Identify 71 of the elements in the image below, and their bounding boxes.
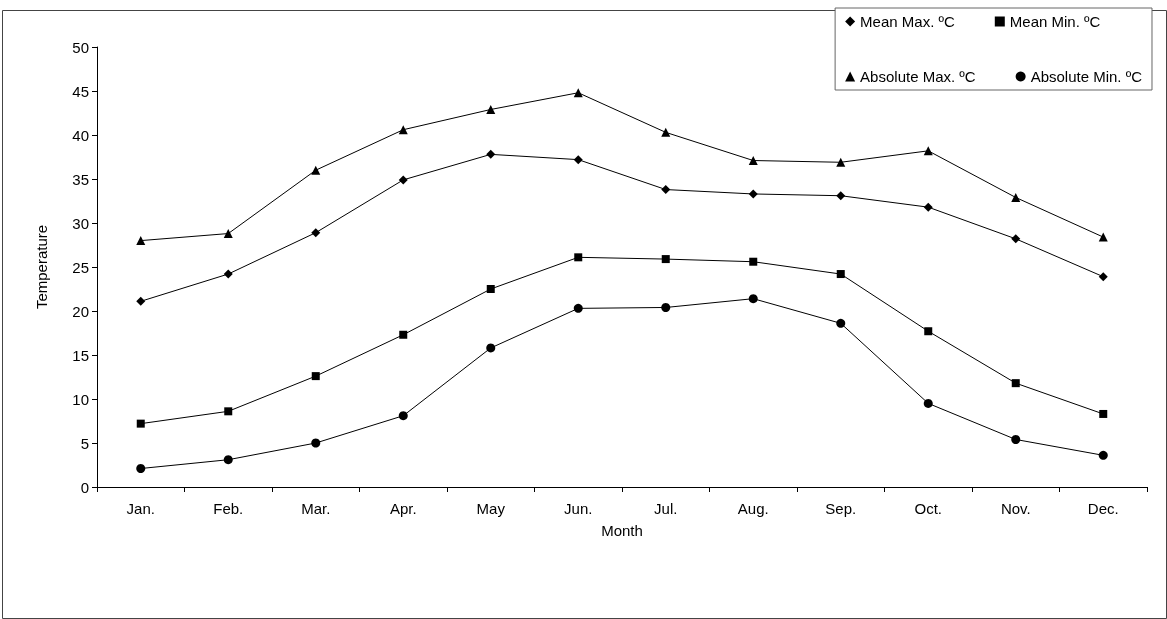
x-tick-label: Sep. xyxy=(825,500,857,517)
point xyxy=(836,191,846,201)
point xyxy=(836,318,846,328)
point xyxy=(661,127,671,137)
y-tick-label: 25 xyxy=(72,258,89,276)
legend-label: Mean Max. ºC xyxy=(860,13,955,30)
legend-label: Absolute Max. ºC xyxy=(860,68,976,85)
point xyxy=(574,253,583,262)
point xyxy=(1098,232,1108,242)
point xyxy=(224,407,233,416)
point xyxy=(136,419,145,428)
point xyxy=(923,398,933,408)
x-tick-label: Jul. xyxy=(654,500,678,517)
point xyxy=(748,189,758,199)
point xyxy=(573,303,583,313)
point xyxy=(1011,434,1021,444)
legend-label: Absolute Min. ºC xyxy=(1030,68,1143,85)
point xyxy=(1011,379,1020,388)
y-tick-label: 50 xyxy=(72,38,89,56)
point xyxy=(311,228,321,238)
x-tick-label: Mar. xyxy=(301,500,331,517)
point xyxy=(486,149,496,159)
y-tick-label: 40 xyxy=(72,126,89,144)
y-tick-label: 30 xyxy=(72,214,89,232)
y-tick-label: 10 xyxy=(72,390,89,408)
point xyxy=(136,464,146,474)
point xyxy=(923,202,933,212)
point xyxy=(311,438,321,448)
point xyxy=(1011,192,1021,202)
y-tick-label: 15 xyxy=(72,346,89,364)
point xyxy=(661,255,670,264)
y-tick-label: 35 xyxy=(72,170,89,188)
point xyxy=(486,285,495,293)
x-tick-label: Nov. xyxy=(1000,500,1031,517)
point xyxy=(1098,272,1108,282)
point xyxy=(661,302,671,312)
point xyxy=(836,157,846,167)
x-tick-label: Dec. xyxy=(1087,500,1119,517)
point xyxy=(573,155,583,165)
point xyxy=(924,327,933,336)
point xyxy=(836,270,845,279)
x-axis-title: Month xyxy=(601,522,643,539)
point xyxy=(398,175,408,185)
point xyxy=(223,455,233,465)
y-tick-label: 5 xyxy=(80,434,89,452)
point xyxy=(486,104,496,114)
x-tick-label: Feb. xyxy=(213,500,244,517)
point xyxy=(398,411,408,421)
point xyxy=(1098,450,1108,460)
x-tick-label: Jun. xyxy=(564,500,593,517)
point xyxy=(486,343,496,353)
point xyxy=(749,257,758,266)
y-axis-title: Temperature xyxy=(33,224,50,310)
point xyxy=(399,330,408,339)
point xyxy=(311,372,320,381)
y-tick-label: 0 xyxy=(80,478,89,496)
y-tick-label: 45 xyxy=(72,82,89,100)
point xyxy=(661,185,671,195)
x-tick-label: Jan. xyxy=(126,500,155,517)
point xyxy=(223,269,233,279)
point xyxy=(748,294,758,304)
point xyxy=(136,296,146,306)
y-tick-label: 20 xyxy=(72,302,89,320)
x-tick-label: May xyxy=(476,500,506,517)
x-tick-label: Apr. xyxy=(389,500,417,517)
x-tick-label: Oct. xyxy=(914,500,943,517)
point xyxy=(311,165,321,175)
point xyxy=(1011,234,1021,244)
legend-label: Mean Min. ºC xyxy=(1009,13,1101,30)
point xyxy=(1099,409,1108,418)
x-tick-label: Aug. xyxy=(737,500,769,517)
